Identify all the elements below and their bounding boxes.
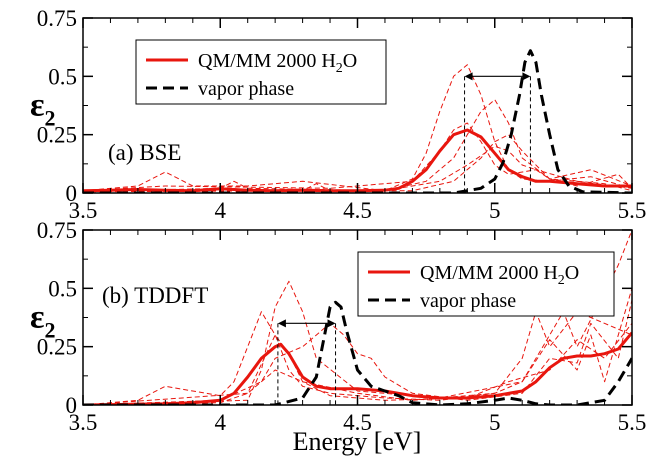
y-tick-label: 0 bbox=[66, 393, 78, 418]
legend-box bbox=[357, 251, 615, 317]
x-tick-label: 5.5 bbox=[618, 410, 647, 435]
series-config-line bbox=[83, 322, 632, 405]
x-tick-label: 5 bbox=[489, 198, 501, 223]
series-vapor-line bbox=[83, 300, 632, 405]
x-tick-label: 3.5 bbox=[69, 198, 98, 223]
series-config-line bbox=[83, 230, 632, 405]
x-tick-label: 4.5 bbox=[343, 198, 372, 223]
y-tick-label: 0.75 bbox=[37, 218, 77, 243]
y-tick-label: 0.75 bbox=[37, 6, 77, 31]
legend-label-qmmm: QM/MM 2000 H2O bbox=[198, 50, 357, 76]
series-config-line bbox=[83, 311, 632, 405]
y-tick-label: 0.25 bbox=[37, 123, 77, 148]
series-qmmm-line bbox=[83, 331, 632, 405]
panel-bse: 3.5 4 4.5 5 5.5 0 0.25 0.5 0.75 ε2 (a) BSE QM/MM 20… bbox=[30, 6, 646, 223]
y-axis-label: ε2 bbox=[30, 87, 56, 131]
y-tick-label: 0.25 bbox=[37, 335, 77, 360]
x-tick-label: 3.5 bbox=[69, 410, 98, 435]
series-config-line bbox=[83, 99, 632, 193]
arrow-head-left bbox=[464, 72, 473, 81]
arrow-head-right bbox=[327, 319, 336, 328]
panel-label: (b) TDDFT bbox=[102, 283, 208, 308]
legend-box bbox=[135, 39, 387, 105]
legend-label-qmmm: QM/MM 2000 H2O bbox=[420, 262, 579, 288]
panel-label: (a) BSE bbox=[108, 140, 181, 165]
x-tick-label: 4 bbox=[215, 198, 227, 223]
y-tick-label: 0.5 bbox=[48, 64, 77, 89]
series-qmmm-line bbox=[83, 128, 632, 193]
x-tick-label: 4 bbox=[215, 410, 227, 435]
arrow-head-left bbox=[277, 319, 286, 328]
x-tick-label: 5.5 bbox=[618, 198, 647, 223]
series-config-line bbox=[83, 122, 632, 192]
panel-tddft: 3.5 4 4.5 5 5.5 0 0.25 0.5 0.75 ε2 (b) TDDFT QM/MM … bbox=[30, 218, 646, 435]
y-tick-label: 0 bbox=[66, 181, 78, 206]
legend-label-vapor: vapor phase bbox=[420, 290, 516, 312]
arrow-head-right bbox=[522, 72, 531, 81]
x-axis-label: Energy [eV] bbox=[293, 427, 422, 456]
y-tick-label: 0.5 bbox=[48, 276, 77, 301]
plot-area bbox=[83, 230, 632, 405]
x-tick-label: 5 bbox=[489, 410, 501, 435]
legend-label-vapor: vapor phase bbox=[198, 78, 294, 100]
series-config-line bbox=[83, 64, 632, 192]
y-axis-label: ε2 bbox=[30, 299, 56, 343]
x-tick-label: 4.5 bbox=[343, 410, 372, 435]
